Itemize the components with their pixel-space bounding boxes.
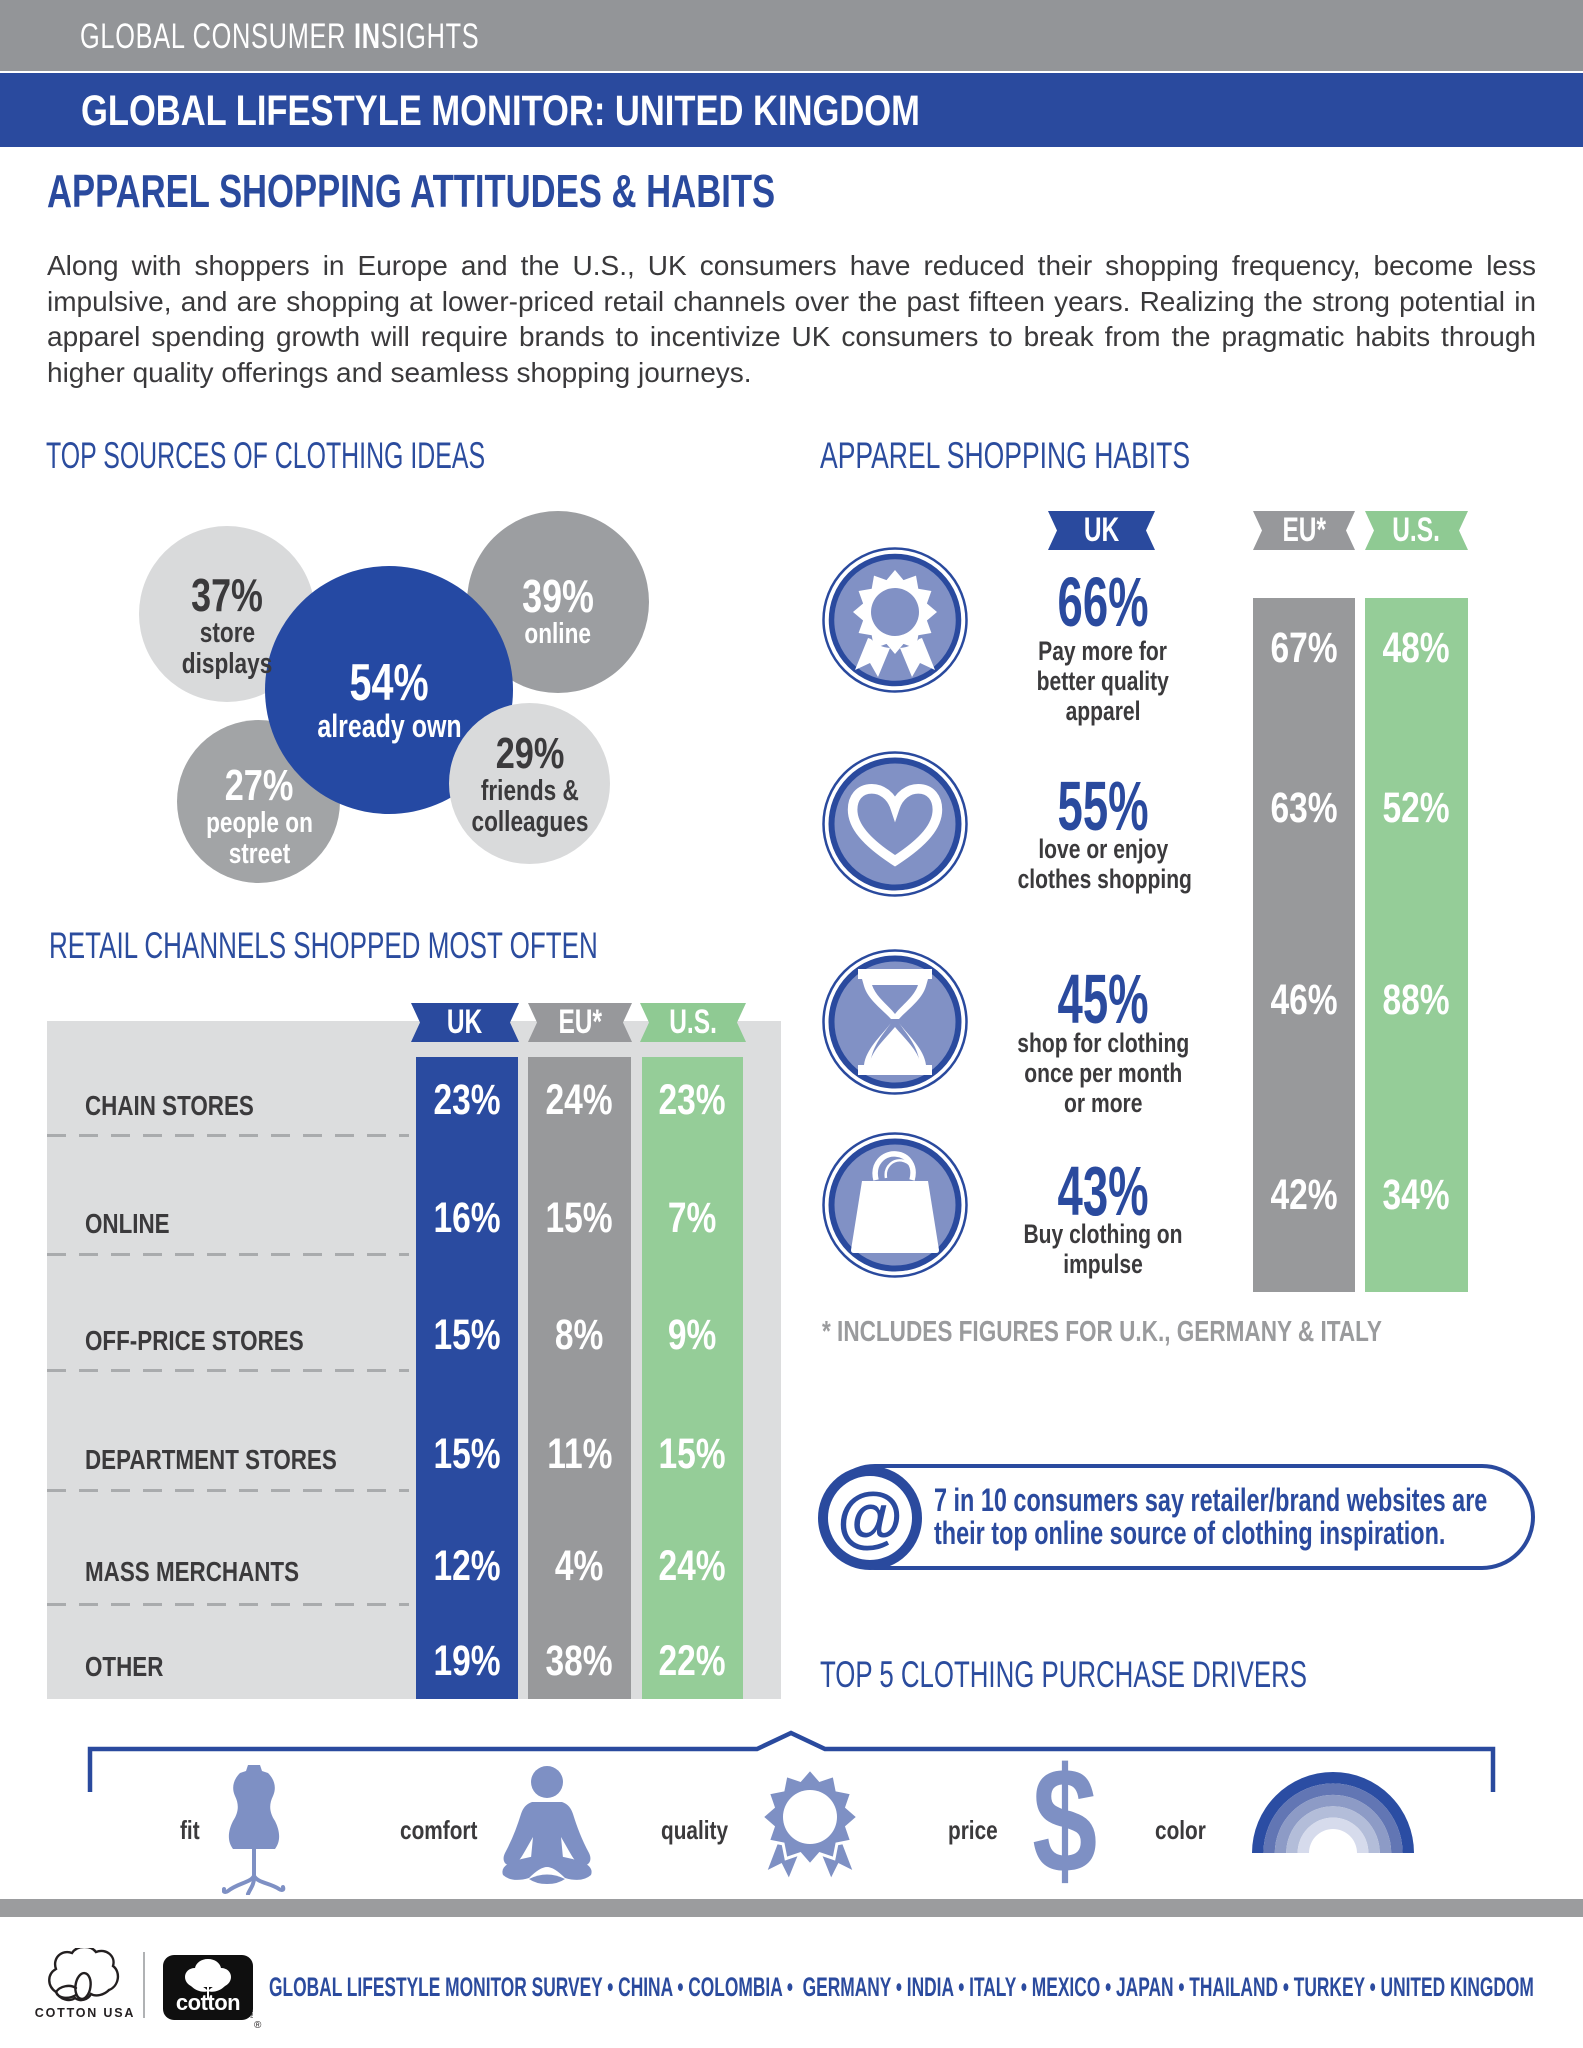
svg-text:cotton: cotton bbox=[176, 1990, 240, 2015]
svg-text:®: ® bbox=[249, 2010, 253, 2020]
